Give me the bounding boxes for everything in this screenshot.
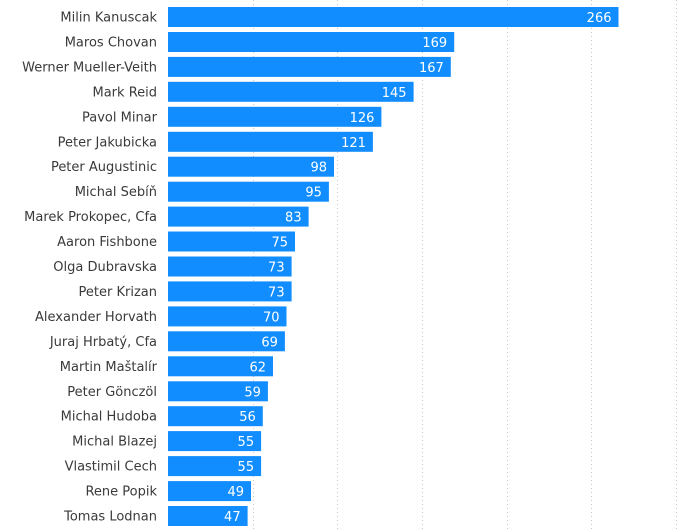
category-label: Werner Mueller-Veith	[22, 60, 157, 75]
category-label: Alexander Horvath	[35, 310, 157, 325]
bar[interactable]	[168, 256, 292, 277]
category-label: Olga Dubravska	[53, 260, 157, 275]
bar[interactable]	[168, 356, 273, 377]
bar[interactable]	[168, 406, 263, 427]
data-label: 73	[268, 285, 285, 300]
bar[interactable]	[168, 156, 334, 177]
bar[interactable]	[168, 231, 295, 252]
data-label: 121	[341, 136, 366, 151]
bar[interactable]	[168, 32, 455, 52]
category-label: Peter Krizan	[79, 285, 157, 300]
category-label: Rene Popik	[85, 485, 157, 500]
data-label: 62	[249, 360, 266, 375]
bar[interactable]	[168, 331, 285, 352]
data-label: 75	[271, 236, 288, 251]
data-label: 145	[382, 86, 407, 101]
data-label: 49	[227, 485, 244, 500]
bar[interactable]	[168, 306, 287, 327]
bars	[168, 7, 619, 526]
data-label: 266	[587, 11, 612, 26]
bar[interactable]	[168, 481, 251, 502]
category-label: Martin Maštalír	[60, 360, 158, 375]
bar[interactable]	[168, 431, 262, 452]
data-label: 69	[261, 335, 278, 350]
bar[interactable]	[168, 181, 329, 202]
bar[interactable]	[168, 131, 373, 152]
data-label: 169	[422, 36, 447, 51]
category-label: Peter Gönczöl	[67, 385, 157, 400]
category-label: Milin Kanuscak	[60, 11, 157, 26]
category-label: Juraj Hrbatý, Cfa	[49, 335, 157, 350]
data-label: 126	[350, 111, 375, 126]
category-label: Michal Sebíň	[75, 185, 157, 200]
data-label: 70	[263, 310, 280, 325]
data-label: 55	[238, 435, 255, 450]
bar[interactable]	[168, 7, 619, 27]
bar[interactable]	[168, 506, 248, 526]
category-label: Michal Hudoba	[61, 410, 157, 425]
bar[interactable]	[168, 206, 309, 227]
bar[interactable]	[168, 281, 292, 302]
category-label: Marek Prokopec, Cfa	[24, 210, 157, 225]
category-label: Vlastimil Cech	[65, 460, 157, 475]
bar[interactable]	[168, 381, 268, 402]
gridlines	[253, 0, 677, 532]
data-label: 83	[285, 211, 302, 226]
data-label: 59	[244, 385, 261, 400]
data-label: 167	[419, 61, 444, 76]
category-label: Michal Blazej	[72, 435, 157, 450]
category-label: Mark Reid	[93, 85, 158, 100]
data-label: 95	[305, 186, 322, 201]
category-label: Aaron Fishbone	[57, 235, 157, 250]
category-label: Pavol Minar	[82, 110, 158, 125]
bar[interactable]	[168, 56, 451, 77]
data-label: 47	[224, 510, 241, 525]
category-label: Peter Augustinic	[51, 160, 157, 175]
bar[interactable]	[168, 456, 262, 477]
bar[interactable]	[168, 81, 414, 102]
data-label: 56	[239, 410, 256, 425]
category-label: Peter Jakubicka	[58, 135, 157, 150]
data-label: 55	[238, 460, 255, 475]
category-labels: Milin Kanuscak Maros Chovan Werner Mueller…	[22, 11, 158, 525]
category-label: Maros Chovan	[65, 36, 157, 51]
data-label: 98	[310, 161, 327, 176]
category-label: Tomas Lodnan	[63, 510, 157, 525]
bar[interactable]	[168, 106, 382, 127]
data-label: 73	[268, 261, 285, 276]
